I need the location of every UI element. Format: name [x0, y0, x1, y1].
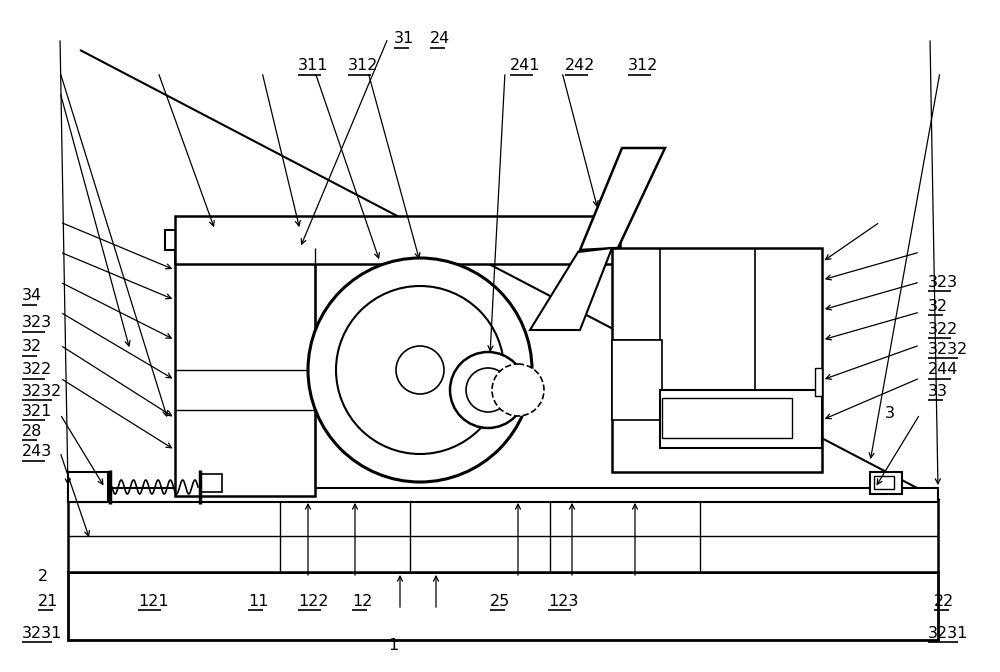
Bar	[68, 572, 938, 640]
Bar	[175, 216, 620, 264]
Bar	[68, 500, 938, 572]
Bar	[612, 248, 822, 472]
Text: 33: 33	[928, 384, 948, 398]
Text: 21: 21	[38, 594, 58, 609]
Text: 322: 322	[928, 322, 958, 337]
Circle shape	[466, 368, 510, 412]
Text: 25: 25	[490, 594, 510, 609]
Text: 2: 2	[38, 569, 48, 584]
Bar	[660, 390, 822, 448]
Text: 31: 31	[394, 32, 414, 46]
Text: 3232: 3232	[928, 342, 968, 357]
Text: 312: 312	[348, 58, 378, 73]
Bar	[874, 476, 894, 489]
Circle shape	[336, 286, 504, 454]
Text: 121: 121	[138, 594, 169, 609]
Bar	[68, 572, 938, 640]
Bar	[165, 230, 325, 250]
Text: 24: 24	[430, 32, 450, 46]
Text: 323: 323	[22, 315, 52, 330]
Text: 3232: 3232	[22, 384, 62, 398]
Text: 241: 241	[510, 58, 540, 73]
Text: 243: 243	[22, 444, 52, 459]
Text: 11: 11	[248, 594, 268, 609]
Text: 122: 122	[298, 594, 328, 609]
Text: 244: 244	[928, 362, 958, 377]
Text: 28: 28	[22, 424, 42, 439]
Text: 123: 123	[548, 594, 578, 609]
Text: 34: 34	[22, 288, 42, 303]
Circle shape	[396, 346, 444, 394]
Polygon shape	[530, 248, 612, 330]
Text: 323: 323	[928, 275, 958, 290]
Bar	[815, 368, 822, 396]
Bar	[68, 472, 108, 502]
Text: 3231: 3231	[22, 626, 62, 640]
Text: 311: 311	[298, 58, 328, 73]
Text: 1: 1	[388, 638, 398, 653]
Text: 12: 12	[352, 594, 372, 609]
Text: 242: 242	[565, 58, 595, 73]
Text: 32: 32	[928, 299, 948, 314]
Bar	[68, 488, 938, 502]
Circle shape	[308, 258, 532, 482]
Circle shape	[492, 364, 544, 416]
Text: 22: 22	[934, 594, 954, 609]
Text: 3: 3	[885, 406, 895, 421]
Polygon shape	[580, 148, 665, 250]
Text: 3231: 3231	[928, 626, 968, 640]
Text: 321: 321	[22, 404, 52, 419]
Text: 322: 322	[22, 362, 52, 377]
Bar	[200, 474, 222, 492]
Text: 312: 312	[628, 58, 658, 73]
Circle shape	[450, 352, 526, 428]
Bar	[612, 340, 662, 420]
Bar	[870, 472, 902, 494]
Text: 32: 32	[22, 339, 42, 354]
Bar	[175, 248, 315, 496]
Bar	[662, 398, 792, 438]
